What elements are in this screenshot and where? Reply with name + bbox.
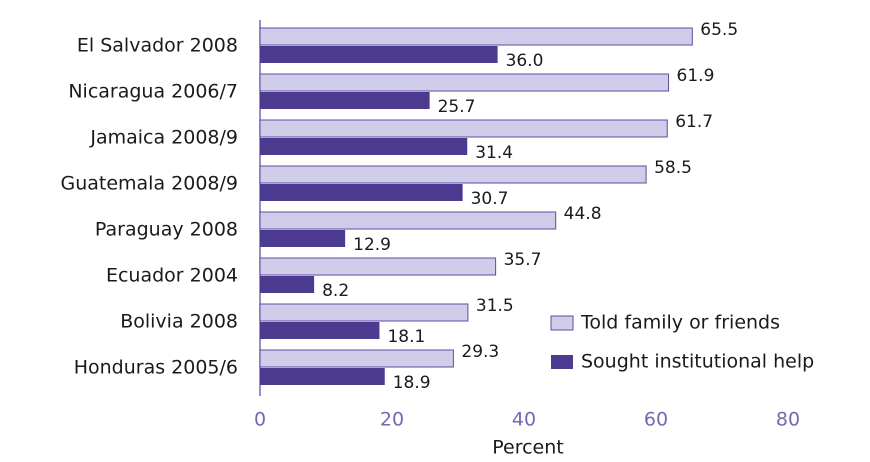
bar xyxy=(259,303,469,322)
x-tick-label: 40 xyxy=(512,409,536,431)
x-axis-label: Percent xyxy=(492,437,564,459)
value-label: 30.7 xyxy=(471,189,509,209)
value-label: 44.8 xyxy=(564,204,602,224)
value-label: 36.0 xyxy=(506,51,544,71)
value-label: 8.2 xyxy=(322,281,349,301)
value-label: 18.9 xyxy=(393,373,431,393)
value-label: 61.7 xyxy=(675,112,713,132)
x-tick-label: 0 xyxy=(254,409,266,431)
legend-label: Sought institutional help xyxy=(581,351,814,373)
bar xyxy=(260,368,385,385)
x-tick-label: 60 xyxy=(644,409,668,431)
bar xyxy=(260,46,498,63)
bar xyxy=(259,211,557,230)
y-tick-label: Paraguay 2008 xyxy=(95,219,238,241)
y-tick-label: Honduras 2005/6 xyxy=(74,357,238,379)
bar xyxy=(259,165,647,184)
y-tick-label: Ecuador 2004 xyxy=(106,265,238,287)
bar xyxy=(259,349,454,368)
bar xyxy=(260,184,463,201)
value-label: 18.1 xyxy=(387,327,425,347)
y-tick-label: Nicaragua 2006/7 xyxy=(68,81,238,103)
value-label: 25.7 xyxy=(438,97,476,117)
value-label: 35.7 xyxy=(504,250,542,270)
bar xyxy=(260,92,430,109)
legend-label: Told family or friends xyxy=(580,312,780,334)
x-tick-label: 80 xyxy=(776,409,800,431)
bar xyxy=(259,73,670,92)
x-tick-label: 20 xyxy=(380,409,404,431)
value-label: 12.9 xyxy=(353,235,391,255)
bar xyxy=(259,257,497,276)
bar xyxy=(260,230,346,247)
value-label: 31.5 xyxy=(476,296,514,316)
y-tick-label: El Salvador 2008 xyxy=(77,35,238,57)
value-label: 31.4 xyxy=(475,143,513,163)
legend-swatch xyxy=(551,355,573,369)
y-tick-label: Bolivia 2008 xyxy=(120,311,238,333)
bar xyxy=(260,138,468,155)
bar xyxy=(259,119,668,138)
value-label: 65.5 xyxy=(700,20,738,40)
bar xyxy=(260,276,315,293)
value-label: 29.3 xyxy=(461,342,499,362)
y-tick-label: Guatemala 2008/9 xyxy=(60,173,238,195)
value-label: 61.9 xyxy=(677,66,715,86)
legend-swatch xyxy=(550,315,574,331)
bar xyxy=(260,322,380,339)
y-tick-label: Jamaica 2008/9 xyxy=(89,127,238,149)
bar xyxy=(259,27,693,46)
value-label: 58.5 xyxy=(654,158,692,178)
